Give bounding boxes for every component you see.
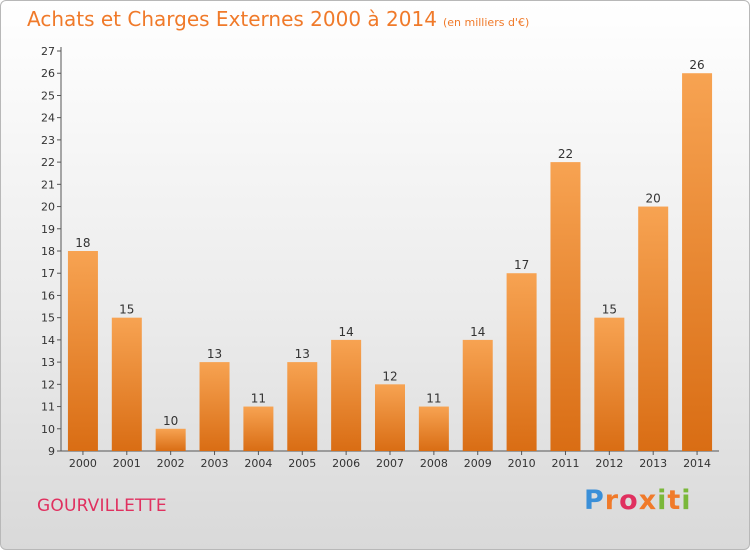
chart-unit: (en milliers d'€) <box>442 16 530 29</box>
y-tick-label: 25 <box>41 89 55 102</box>
x-tick-label: 2011 <box>551 457 579 470</box>
x-tick-label: 2003 <box>201 457 229 470</box>
data-label: 13 <box>295 347 310 361</box>
y-tick-label: 24 <box>41 112 55 125</box>
y-tick-label: 10 <box>41 423 55 436</box>
data-label: 11 <box>426 392 441 406</box>
data-label: 15 <box>119 303 134 317</box>
y-tick-label: 13 <box>41 356 55 369</box>
y-tick-label: 9 <box>48 445 55 458</box>
bar <box>418 406 449 451</box>
place-name: GOURVILLETTE <box>37 496 167 516</box>
y-tick-label: 15 <box>41 312 55 325</box>
y-tick-label: 26 <box>41 67 55 80</box>
chart-title: Achats et Charges Externes 2000 à 2014 (e… <box>27 7 529 31</box>
data-label: 14 <box>470 325 485 339</box>
y-tick-label: 23 <box>41 134 55 147</box>
data-label: 17 <box>514 258 529 272</box>
bar <box>638 206 669 451</box>
logo-letter: t <box>667 485 682 516</box>
bar <box>375 384 405 451</box>
bar <box>682 73 713 451</box>
x-tick-label: 2006 <box>332 457 360 470</box>
x-tick-label: 2009 <box>464 457 492 470</box>
bar <box>331 339 362 451</box>
bar <box>287 362 318 451</box>
bar <box>594 317 625 451</box>
logo-letter: i <box>681 485 692 516</box>
chart-bars <box>67 73 713 451</box>
bar <box>243 406 274 451</box>
logo-letter: i <box>657 485 668 516</box>
x-tick-label: 2013 <box>639 457 667 470</box>
proxiti-logo[interactable]: Proxiti <box>584 485 692 516</box>
data-label: 13 <box>207 347 222 361</box>
logo-letter: r <box>604 485 620 516</box>
y-tick-label: 19 <box>41 223 55 236</box>
y-tick-label: 27 <box>41 45 55 58</box>
x-tick-label: 2007 <box>376 457 404 470</box>
x-tick-label: 2000 <box>69 457 97 470</box>
y-tick-label: 16 <box>41 289 55 302</box>
bar <box>199 362 230 451</box>
data-label: 10 <box>163 414 178 428</box>
x-tick-label: 2008 <box>420 457 448 470</box>
bar <box>506 273 537 451</box>
bar <box>462 339 493 451</box>
data-label: 14 <box>338 325 353 339</box>
x-tick-label: 2001 <box>113 457 141 470</box>
x-tick-label: 2012 <box>595 457 623 470</box>
y-tick-label: 22 <box>41 156 55 169</box>
y-tick-label: 12 <box>41 378 55 391</box>
y-tick-label: 20 <box>41 201 55 214</box>
logo-letter: o <box>619 485 639 516</box>
bar <box>550 162 581 451</box>
x-tick-label: 2010 <box>508 457 536 470</box>
bar <box>155 428 186 451</box>
logo-letter: P <box>584 485 605 516</box>
x-tick-label: 2004 <box>244 457 272 470</box>
chart-labels: 2000 18 2001 15 2002 10 2003 13 2004 11 2005 13 2006… <box>69 58 711 470</box>
x-tick-label: 2002 <box>157 457 185 470</box>
data-label: 26 <box>689 58 704 72</box>
logo-letter: x <box>638 485 658 516</box>
x-tick-label: 2014 <box>683 457 711 470</box>
chart-title-text: Achats et Charges Externes 2000 à 2014 <box>27 7 437 31</box>
chart-axes: 9 10 11 12 13 14 15 16 17 18 19 20 21 22 23 24 25 26 27 <box>41 45 719 458</box>
data-label: 20 <box>646 192 661 206</box>
data-label: 18 <box>75 236 90 250</box>
y-tick-label: 18 <box>41 245 55 258</box>
y-tick-label: 11 <box>41 401 55 414</box>
data-label: 11 <box>251 392 266 406</box>
y-tick-label: 14 <box>41 334 55 347</box>
bar <box>111 317 142 451</box>
bar <box>67 251 98 451</box>
data-label: 22 <box>558 147 573 161</box>
x-tick-label: 2005 <box>288 457 316 470</box>
data-label: 12 <box>382 369 397 383</box>
y-tick-label: 21 <box>41 178 55 191</box>
y-tick-label: 17 <box>41 267 55 280</box>
data-label: 15 <box>602 303 617 317</box>
